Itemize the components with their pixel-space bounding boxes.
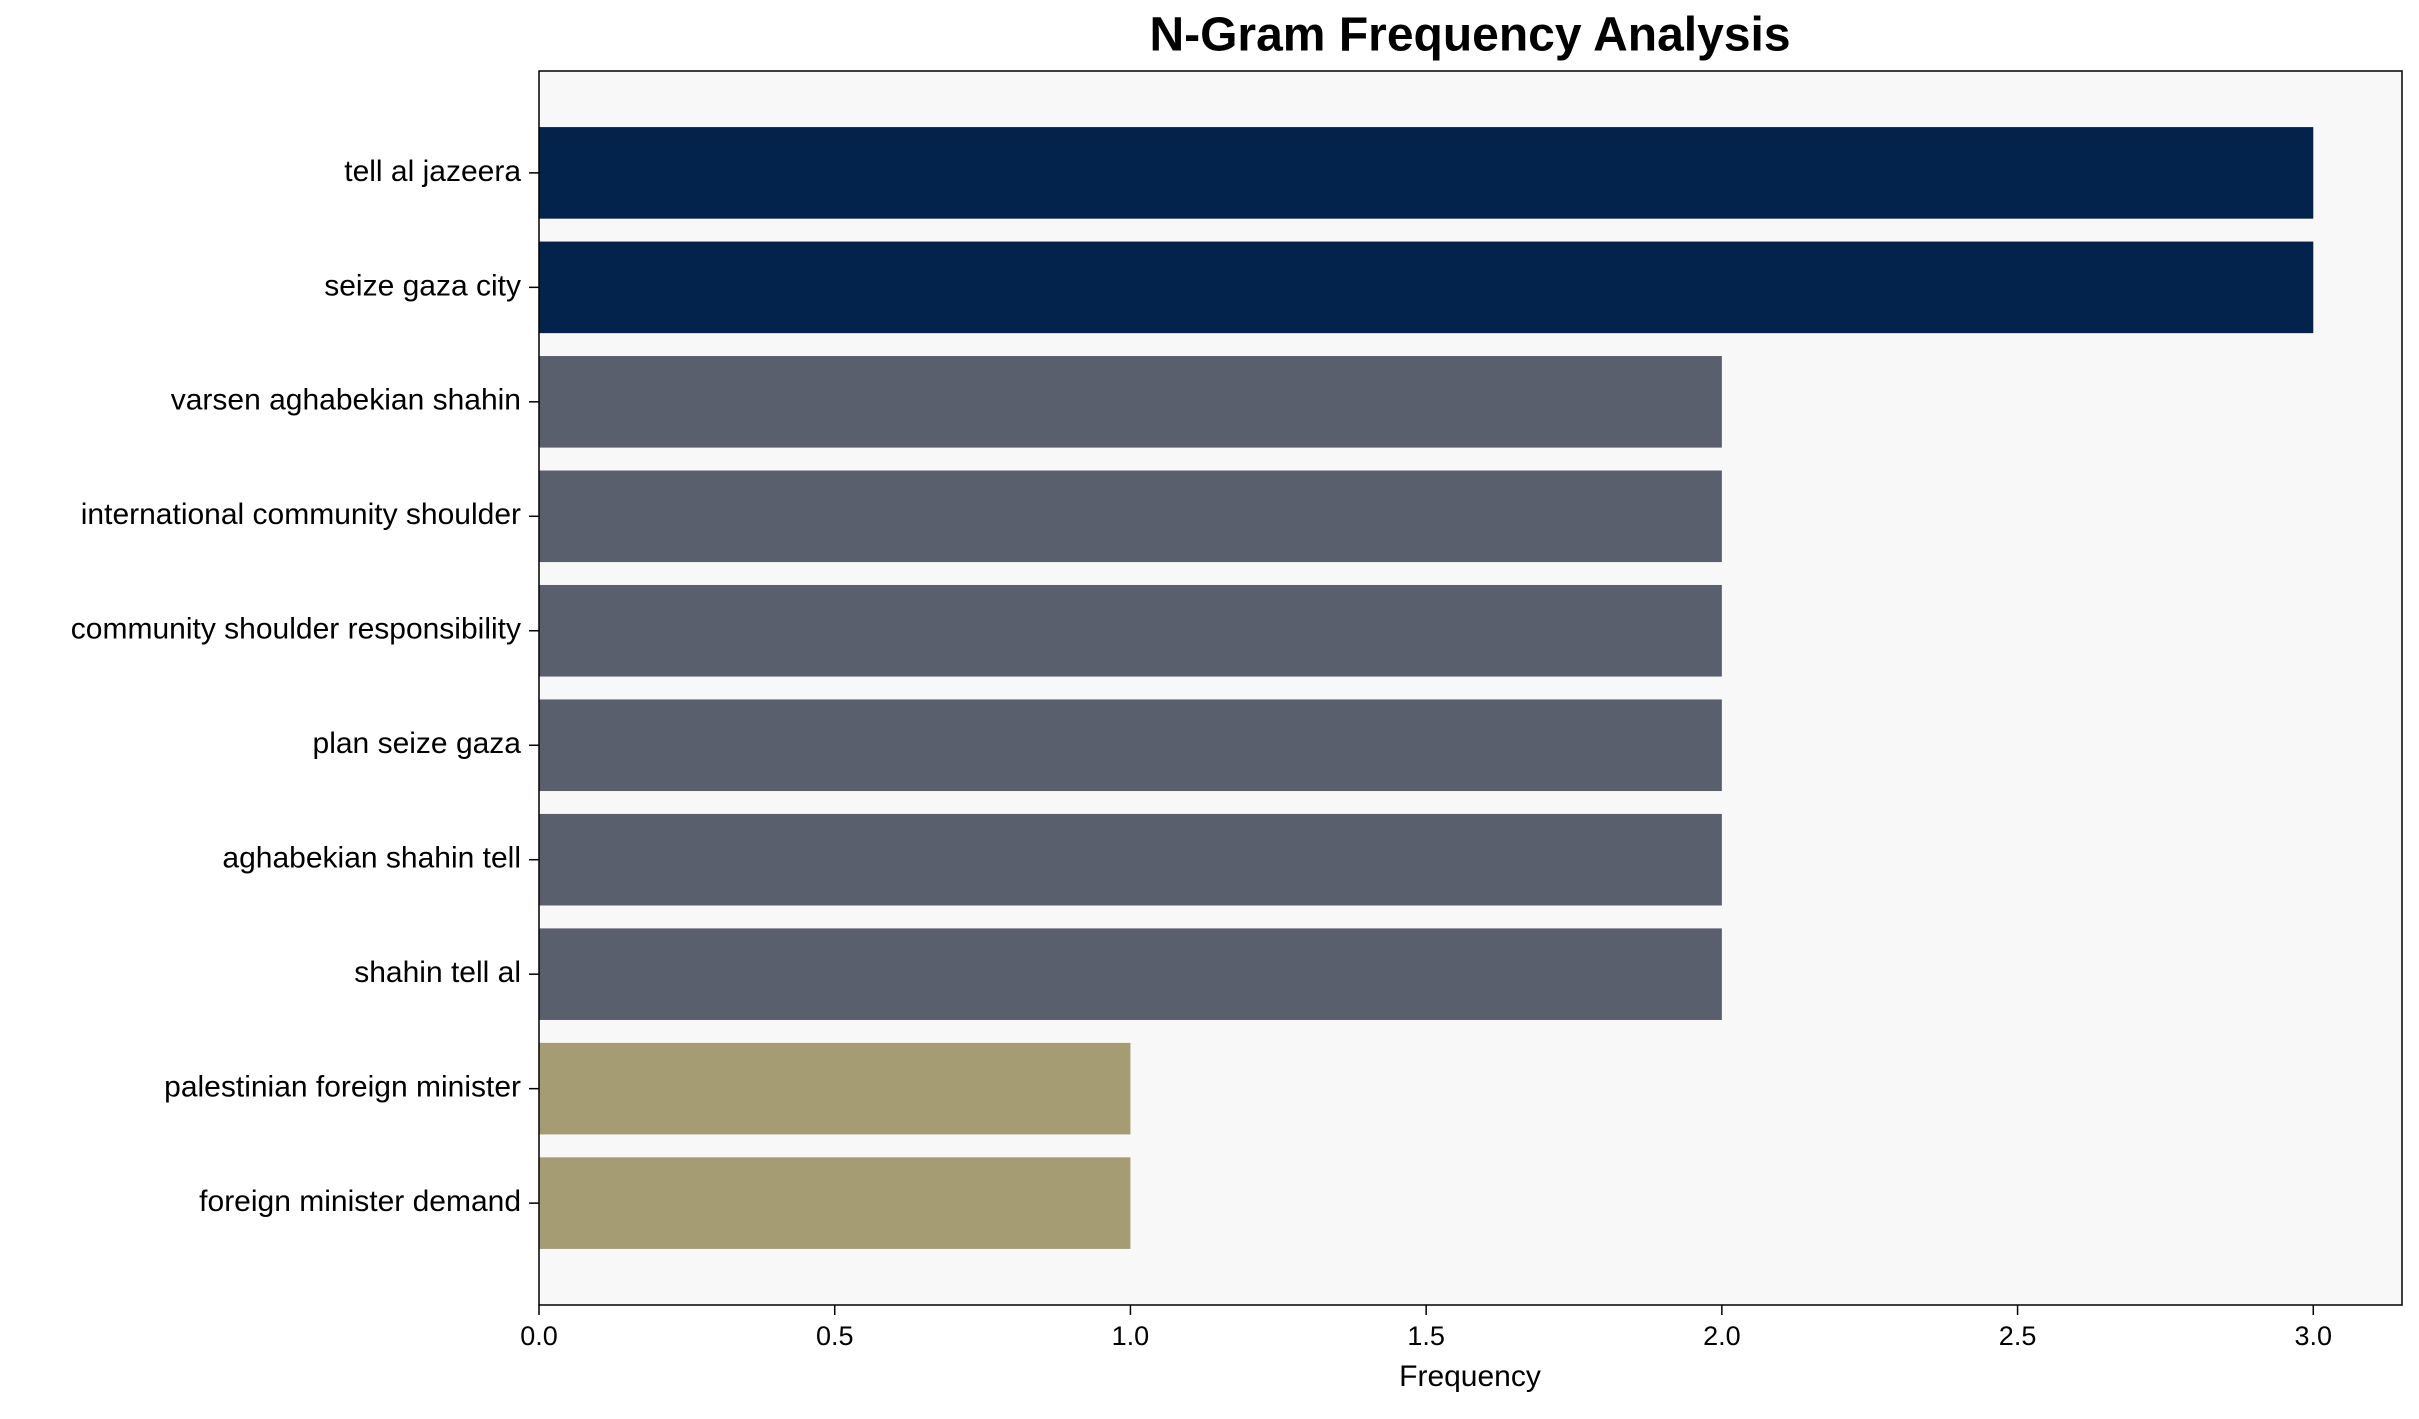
y-tick-label: foreign minister demand bbox=[199, 1185, 521, 1218]
bar bbox=[539, 1157, 1131, 1249]
bar bbox=[539, 127, 2314, 219]
bar bbox=[539, 813, 1722, 906]
y-tick-label: international community shoulder bbox=[81, 498, 521, 531]
y-tick-label: tell al jazeera bbox=[344, 155, 521, 188]
x-tick-label: 0.0 bbox=[520, 1321, 558, 1351]
y-tick-label: seize gaza city bbox=[324, 269, 521, 302]
x-tick-label: 1.0 bbox=[1112, 1321, 1150, 1351]
x-tick-label: 2.0 bbox=[1703, 1321, 1741, 1351]
y-tick-label: community shoulder responsibility bbox=[71, 613, 521, 646]
bar bbox=[539, 699, 1722, 792]
bar bbox=[539, 928, 1722, 1020]
bar bbox=[539, 356, 1722, 448]
plot-frame bbox=[538, 70, 2403, 1306]
x-axis-label: Frequency bbox=[1399, 1360, 1541, 1393]
y-tick-label: plan seize gaza bbox=[313, 727, 522, 760]
x-tick-label: 0.5 bbox=[816, 1321, 854, 1351]
y-tick-label: shahin tell al bbox=[354, 956, 521, 989]
x-tick-label: 1.5 bbox=[1407, 1321, 1445, 1351]
y-tick-label: palestinian foreign minister bbox=[164, 1071, 521, 1104]
y-tick-label: varsen aghabekian shahin bbox=[171, 384, 521, 417]
bar bbox=[539, 241, 2314, 334]
bar bbox=[539, 584, 1722, 677]
x-tick-label: 2.5 bbox=[1999, 1321, 2037, 1351]
chart-title: N-Gram Frequency Analysis bbox=[1149, 9, 1790, 62]
bar bbox=[539, 470, 1722, 563]
x-tick-label: 3.0 bbox=[2295, 1321, 2333, 1351]
bar bbox=[539, 1042, 1131, 1135]
y-tick-label: aghabekian shahin tell bbox=[222, 842, 521, 875]
